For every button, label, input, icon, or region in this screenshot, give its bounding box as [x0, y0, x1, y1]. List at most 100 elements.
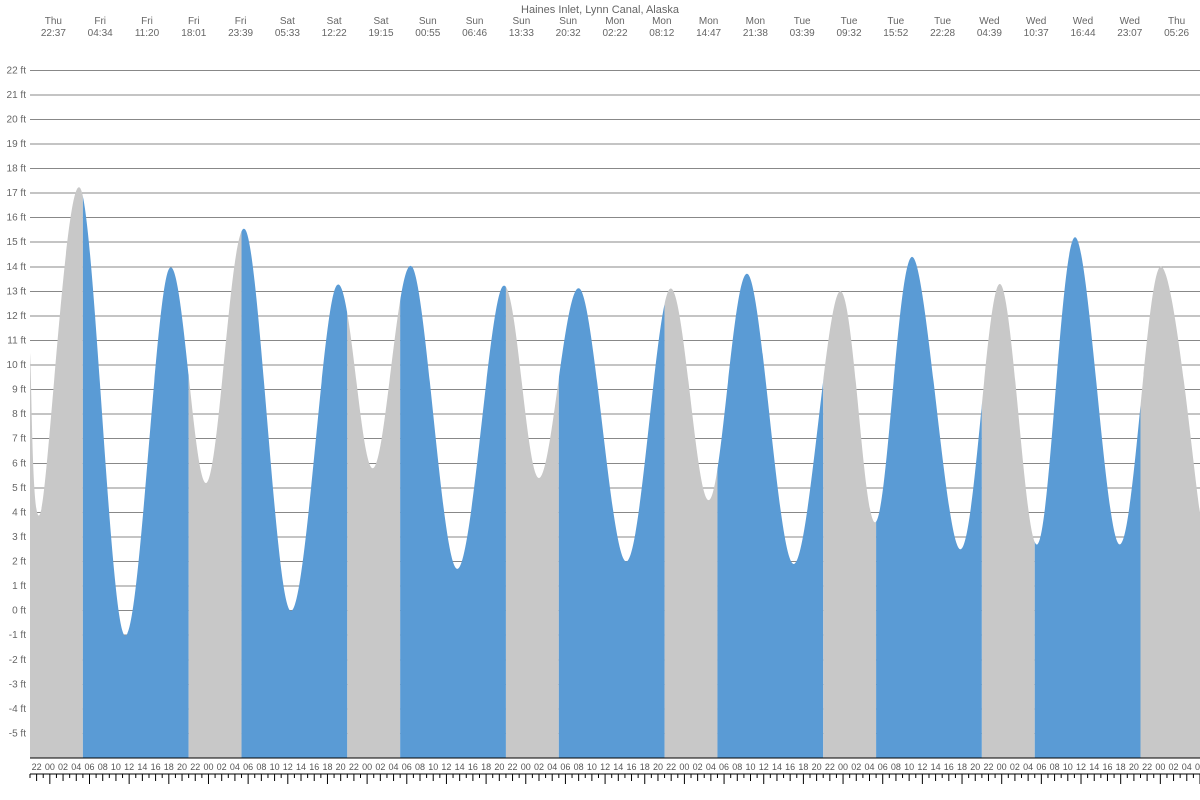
tide-event-label: Tue09:32 [836, 16, 861, 40]
tide-event-day: Tue [841, 16, 858, 27]
tide-event-label: Thu22:37 [41, 16, 66, 40]
tide-event-time: 06:46 [462, 28, 487, 39]
tide-event-label: Tue22:28 [930, 16, 955, 40]
tide-event-label: Sat05:33 [275, 16, 300, 40]
tide-event-time: 23:39 [228, 28, 253, 39]
svg-text:12: 12 [759, 762, 769, 772]
svg-text:10: 10 [1063, 762, 1073, 772]
tide-event-time: 23:07 [1117, 28, 1142, 39]
tide-event-day: Mon [746, 16, 765, 27]
svg-text:16: 16 [627, 762, 637, 772]
svg-text:06: 06 [402, 762, 412, 772]
svg-text:18: 18 [1116, 762, 1126, 772]
svg-text:19 ft: 19 ft [7, 139, 27, 150]
svg-text:06: 06 [1036, 762, 1046, 772]
svg-text:08: 08 [574, 762, 584, 772]
svg-text:12 ft: 12 ft [7, 311, 27, 322]
chart-title: Haines Inlet, Lynn Canal, Alaska [0, 4, 1200, 16]
tide-event-label: Sun13:33 [509, 16, 534, 40]
svg-text:00: 00 [45, 762, 55, 772]
tide-event-day: Fri [141, 16, 153, 27]
svg-text:06: 06 [560, 762, 570, 772]
tide-event-label: Wed23:07 [1117, 16, 1142, 40]
svg-text:13 ft: 13 ft [7, 286, 27, 297]
svg-text:10: 10 [904, 762, 914, 772]
svg-text:16: 16 [309, 762, 319, 772]
tide-event-day: Sat [373, 16, 388, 27]
svg-text:16: 16 [468, 762, 478, 772]
tide-event-time: 08:12 [649, 28, 674, 39]
svg-text:20: 20 [494, 762, 504, 772]
tide-event-label: Fri11:20 [135, 16, 159, 40]
svg-text:04: 04 [1023, 762, 1033, 772]
svg-text:18: 18 [798, 762, 808, 772]
svg-text:20: 20 [970, 762, 980, 772]
tide-event-day: Thu [45, 16, 62, 27]
svg-text:06: 06 [719, 762, 729, 772]
tide-event-time: 15:52 [883, 28, 908, 39]
tide-event-time: 05:26 [1164, 28, 1189, 39]
tide-chart: Haines Inlet, Lynn Canal, Alaska Thu22:3… [0, 0, 1200, 800]
tide-event-time: 18:01 [181, 28, 206, 39]
tide-event-label: Sun00:55 [415, 16, 440, 40]
svg-text:04: 04 [71, 762, 81, 772]
svg-text:14: 14 [772, 762, 782, 772]
svg-text:10: 10 [111, 762, 121, 772]
tide-event-day: Tue [887, 16, 904, 27]
tide-event-day: Mon [652, 16, 671, 27]
svg-text:-4 ft: -4 ft [9, 704, 26, 715]
tide-event-day: Tue [794, 16, 811, 27]
svg-text:02: 02 [534, 762, 544, 772]
svg-text:22: 22 [666, 762, 676, 772]
svg-text:10: 10 [270, 762, 280, 772]
svg-text:22: 22 [508, 762, 518, 772]
svg-text:3 ft: 3 ft [12, 532, 26, 543]
svg-text:14: 14 [455, 762, 465, 772]
svg-text:06: 06 [243, 762, 253, 772]
svg-text:6 ft: 6 ft [12, 458, 26, 469]
svg-text:-5 ft: -5 ft [9, 728, 26, 739]
svg-text:12: 12 [441, 762, 451, 772]
svg-text:16: 16 [944, 762, 954, 772]
svg-text:15 ft: 15 ft [7, 237, 27, 248]
svg-text:-2 ft: -2 ft [9, 655, 26, 666]
svg-text:04: 04 [706, 762, 716, 772]
tide-event-day: Mon [605, 16, 624, 27]
tide-event-label: Sun20:32 [556, 16, 581, 40]
tide-event-time: 04:39 [977, 28, 1002, 39]
svg-text:22: 22 [983, 762, 993, 772]
svg-text:18: 18 [164, 762, 174, 772]
svg-text:18 ft: 18 ft [7, 164, 27, 175]
svg-text:18: 18 [957, 762, 967, 772]
svg-text:4 ft: 4 ft [12, 507, 26, 518]
tide-event-label: Sat19:15 [368, 16, 393, 40]
svg-text:00: 00 [838, 762, 848, 772]
tide-event-label: Mon14:47 [696, 16, 721, 40]
tide-event-label: Wed10:37 [1024, 16, 1049, 40]
tide-event-label: Tue15:52 [883, 16, 908, 40]
tide-event-time: 19:15 [368, 28, 393, 39]
svg-text:14: 14 [1089, 762, 1099, 772]
svg-text:14: 14 [613, 762, 623, 772]
tide-event-day: Wed [1026, 16, 1046, 27]
svg-text:08: 08 [256, 762, 266, 772]
tide-event-time: 20:32 [556, 28, 581, 39]
tide-event-day: Fri [235, 16, 247, 27]
svg-text:08: 08 [415, 762, 425, 772]
svg-text:9 ft: 9 ft [12, 385, 26, 396]
tide-event-day: Fri [188, 16, 200, 27]
tide-event-label: Mon21:38 [743, 16, 768, 40]
tide-event-label: Fri04:34 [88, 16, 113, 40]
tide-event-time: 03:39 [790, 28, 815, 39]
tide-event-label: Wed04:39 [977, 16, 1002, 40]
svg-text:10 ft: 10 ft [7, 360, 27, 371]
svg-text:04: 04 [864, 762, 874, 772]
tide-event-time: 09:32 [836, 28, 861, 39]
svg-text:12: 12 [124, 762, 134, 772]
plot-area: -5 ft-4 ft-3 ft-2 ft-1 ft0 ft1 ft2 ft3 f… [30, 58, 1200, 758]
svg-text:00: 00 [362, 762, 372, 772]
tide-event-day: Wed [1073, 16, 1093, 27]
tide-event-label: Sun06:46 [462, 16, 487, 40]
tide-event-day: Tue [934, 16, 951, 27]
tide-event-day: Sat [280, 16, 295, 27]
